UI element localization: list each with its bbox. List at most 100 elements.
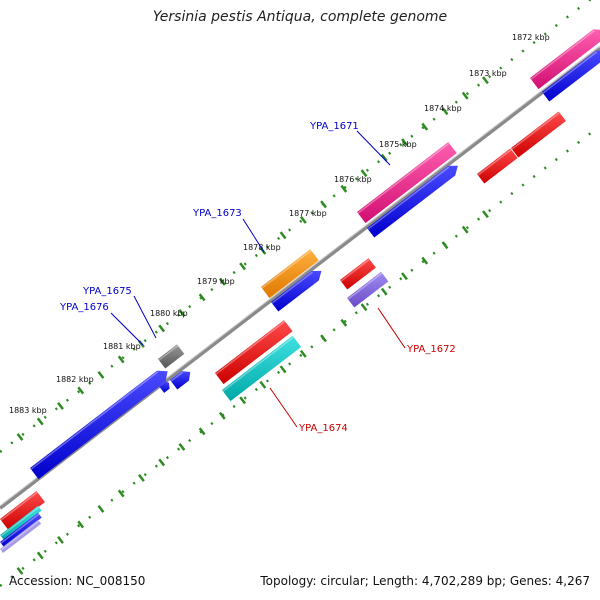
inner-major-tick	[239, 396, 247, 405]
cds-purple-ypa1672[interactable]	[347, 271, 389, 308]
leader-ypa-1671	[356, 130, 391, 166]
inner-major-tick	[320, 334, 327, 343]
outer-major-tick	[482, 76, 489, 85]
cds-cyan-ypa1674-highlight	[222, 336, 294, 392]
outer-major-tick	[360, 169, 368, 178]
inner-major-tick	[441, 241, 449, 250]
cds-blue-1872[interactable]	[542, 50, 600, 102]
gene-label-ypa-1673[interactable]: YPA_1673	[192, 208, 242, 219]
cds-blue-1678[interactable]	[271, 270, 322, 312]
inner-major-tick	[401, 272, 408, 281]
cds-blue-ypa1676-a[interactable]	[170, 371, 191, 390]
tick-label-1877: 1877 kbp	[289, 209, 327, 218]
cds-red-ypa1672[interactable]	[340, 258, 376, 290]
inner-major-tick	[279, 365, 287, 374]
tick-label-1881: 1881 kbp	[103, 342, 141, 351]
cds-red-1679-highlight	[215, 320, 286, 375]
cds-blue-edge[interactable]	[0, 512, 42, 547]
cds-orange-ypa1673-highlight	[261, 249, 312, 289]
inner-major-tick	[259, 380, 267, 389]
cds-pink-ypa1671-highlight	[357, 142, 450, 214]
tick-label-1882: 1882 kbp	[56, 375, 94, 384]
outer-major-tick	[421, 122, 429, 131]
cds-pink-1872[interactable]	[530, 29, 600, 90]
map-title: Yersinia pestis Antiqua, complete genome	[152, 9, 448, 25]
inner-major-tick	[299, 349, 307, 358]
cds-red-ypa1672-highlight	[340, 258, 370, 282]
outer-major-tick	[401, 138, 408, 147]
outer-major-tick	[239, 262, 247, 271]
cds-blue-1678-highlight	[271, 271, 313, 304]
cds-blue-1682-highlight	[30, 371, 159, 470]
cds-blue-1682[interactable]	[30, 370, 168, 480]
inner-major-tick	[380, 287, 388, 296]
gene-label-ypa-1672[interactable]: YPA_1672	[406, 344, 456, 355]
leader-ypa-1672	[377, 307, 406, 349]
gene-label-ypa-1671[interactable]: YPA_1671	[309, 121, 359, 132]
gene-label-ypa-1674[interactable]: YPA_1674	[298, 423, 348, 434]
outer-major-tick	[279, 231, 287, 240]
tick-label-1879: 1879 kbp	[197, 277, 235, 286]
inner-major-tick	[360, 303, 368, 312]
inner-major-tick	[16, 567, 24, 575]
cds-red-1873b-highlight	[477, 149, 512, 176]
cds-gray-ypa1675[interactable]	[158, 344, 185, 369]
leader-ypa-1675	[133, 295, 157, 339]
gene-label-ypa-1675[interactable]: YPA_1675	[82, 286, 132, 297]
gene-labels: YPA_1671 YPA_1673 YPA_1675 YPA_1676 YPA_…	[59, 121, 456, 434]
inner-major-tick	[178, 442, 186, 451]
cds-red-edge-highlight	[0, 491, 38, 521]
cds-red-1679[interactable]	[215, 320, 293, 385]
cds-red-1873a[interactable]	[511, 111, 566, 158]
outer-major-tick	[441, 107, 449, 116]
cds-red-edge[interactable]	[0, 491, 45, 531]
accession-text: Accession: NC_008150	[9, 574, 146, 588]
cds-blue-edge-highlight	[0, 513, 40, 544]
outer-major-tick	[36, 417, 44, 426]
inner-major-tick	[482, 210, 489, 219]
cds-cyan-ypa1674[interactable]	[222, 335, 302, 402]
inner-major-tick	[421, 256, 429, 265]
inner-major-tick	[461, 225, 469, 234]
inner-major-tick	[198, 427, 206, 436]
gene-features	[0, 29, 600, 553]
inner-major-tick	[97, 505, 105, 513]
inner-major-tick	[117, 489, 125, 498]
cds-red-1873a-highlight	[511, 112, 560, 150]
outer-major-tick	[340, 184, 348, 193]
gene-label-ypa-1676[interactable]: YPA_1676	[59, 302, 109, 313]
outer-major-tick	[198, 293, 206, 302]
cds-blue-1872-highlight	[542, 51, 598, 94]
cds-red-1873b[interactable]	[477, 148, 518, 184]
cds-orange-ypa1673[interactable]	[261, 249, 319, 299]
tick-label-1876: 1876 kbp	[334, 175, 372, 184]
outer-major-tick	[299, 215, 307, 224]
inner-tick-ring	[0, 125, 600, 587]
outer-tick-ring	[0, 0, 592, 453]
outer-major-tick	[380, 153, 388, 162]
cds-pink-ypa1671[interactable]	[357, 142, 457, 224]
tick-label-1878: 1878 kbp	[243, 243, 281, 252]
outer-major-tick	[320, 200, 327, 209]
leader-ypa-1673	[242, 218, 265, 253]
tick-label-1875: 1875 kbp	[379, 140, 417, 149]
inner-major-tick	[36, 551, 44, 560]
cds-cyan-edge-highlight	[0, 506, 40, 537]
outer-major-tick	[461, 91, 469, 100]
outer-major-ticks	[16, 76, 489, 441]
cds-blue-1676[interactable]	[367, 165, 458, 238]
leader-ypa-1676	[110, 312, 144, 346]
inner-major-tick	[158, 458, 166, 467]
outer-major-tick	[77, 386, 85, 395]
outer-major-tick	[178, 308, 186, 317]
label-leaders	[110, 130, 406, 428]
cds-lavender-edge-highlight	[0, 520, 40, 551]
tick-label-1874: 1874 kbp	[424, 104, 462, 113]
cds-lavender-edge[interactable]	[0, 519, 42, 553]
cds-gray-ypa1675-highlight	[158, 344, 179, 361]
outer-major-tick	[218, 277, 226, 286]
inner-major-ticks	[16, 210, 489, 575]
outer-major-tick	[117, 355, 125, 364]
cds-cyan-edge[interactable]	[0, 505, 42, 540]
